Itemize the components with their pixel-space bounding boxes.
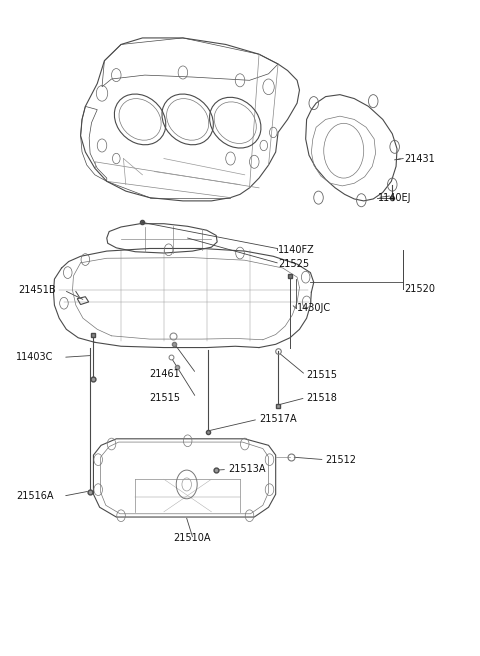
Text: 21515: 21515 [307, 370, 337, 380]
Text: 1140EJ: 1140EJ [378, 193, 411, 203]
Text: 21451B: 21451B [19, 285, 56, 295]
Text: 21518: 21518 [307, 393, 337, 403]
Text: 21510A: 21510A [174, 533, 211, 543]
Text: 11403C: 11403C [16, 352, 54, 362]
Text: 1140FZ: 1140FZ [278, 245, 315, 255]
Text: 21512: 21512 [325, 455, 357, 464]
Text: 21517A: 21517A [259, 414, 297, 424]
Text: 21431: 21431 [404, 154, 435, 163]
Text: 21525: 21525 [278, 259, 309, 269]
Text: 21520: 21520 [404, 284, 435, 294]
Text: 21513A: 21513A [228, 464, 265, 474]
Text: 21515: 21515 [150, 393, 180, 403]
Text: 1430JC: 1430JC [297, 304, 331, 314]
Text: 21516A: 21516A [16, 491, 54, 501]
Text: 21461: 21461 [150, 369, 180, 379]
